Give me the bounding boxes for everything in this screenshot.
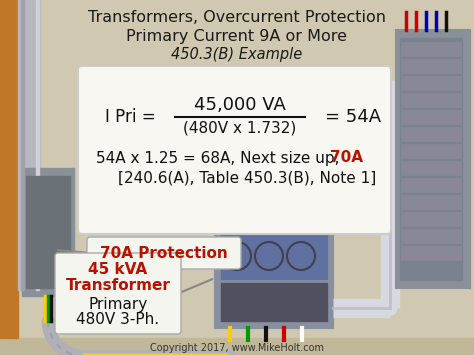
Bar (221, 234, 327, 279)
Text: 70A Protection: 70A Protection (100, 246, 228, 261)
Bar (215, 228, 333, 328)
Bar (221, 283, 327, 321)
Bar (401, 76, 461, 90)
Text: (480V x 1.732): (480V x 1.732) (183, 120, 297, 136)
Text: Primary Current 9A or More: Primary Current 9A or More (127, 28, 347, 44)
Text: 70A: 70A (330, 151, 363, 165)
Bar (396, 30, 470, 288)
FancyBboxPatch shape (87, 237, 241, 269)
Text: 54A x 1.25 = 68A, Next size up,: 54A x 1.25 = 68A, Next size up, (96, 151, 345, 165)
FancyBboxPatch shape (55, 253, 181, 334)
Text: Copyright 2017, www.MikeHolt.com: Copyright 2017, www.MikeHolt.com (150, 343, 324, 353)
Bar (401, 110, 461, 124)
Bar (401, 246, 461, 260)
Bar (401, 93, 461, 107)
Text: [240.6(A), Table 450.3(B), Note 1]: [240.6(A), Table 450.3(B), Note 1] (118, 170, 376, 186)
Bar (401, 212, 461, 226)
Bar (401, 59, 461, 73)
Text: Primary: Primary (88, 296, 147, 311)
Bar (401, 42, 461, 56)
Text: Transformer: Transformer (65, 279, 171, 294)
Bar (401, 127, 461, 141)
Bar (21, 0, 24, 290)
Text: = 54A: = 54A (325, 108, 381, 126)
Circle shape (383, 301, 397, 315)
Bar (401, 161, 461, 175)
Text: 45 kVA: 45 kVA (89, 262, 147, 278)
Text: 480V 3-Ph.: 480V 3-Ph. (76, 312, 160, 328)
Bar (0, 338, 474, 355)
Bar (0, 0, 18, 338)
Text: 45,000 VA: 45,000 VA (194, 96, 286, 114)
Bar (400, 38, 462, 280)
Bar (18, 0, 40, 290)
Text: 450.3(B) Example: 450.3(B) Example (172, 47, 302, 61)
Bar (22, 168, 74, 296)
Text: Transformers, Overcurrent Protection: Transformers, Overcurrent Protection (88, 11, 386, 26)
Text: I Pri =: I Pri = (105, 108, 155, 126)
Bar (401, 195, 461, 209)
Bar (26, 176, 70, 288)
Bar (401, 144, 461, 158)
Bar (36, 0, 39, 290)
Bar (401, 178, 461, 192)
Bar (401, 229, 461, 243)
FancyBboxPatch shape (78, 66, 391, 234)
